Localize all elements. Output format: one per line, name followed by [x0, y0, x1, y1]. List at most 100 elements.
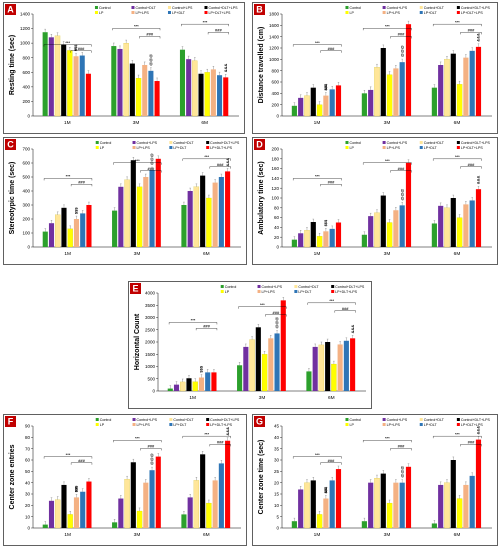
bar-g-s4-c2: [456, 498, 463, 529]
bar-f-s5-c2: [212, 480, 218, 528]
significance-bracket: [182, 158, 231, 161]
bar-a-s5-c2: [210, 69, 216, 116]
significance-bracket: [433, 436, 482, 439]
bar-b-s5-c1: [393, 68, 399, 116]
legend-swatch: [206, 141, 210, 144]
legend-entry: Control+DLT+LPS: [461, 418, 491, 422]
significance-marker: @@@: [149, 153, 154, 165]
bar-g-s3-c0: [310, 480, 316, 528]
significance-marker: ***: [65, 40, 70, 45]
y-tick-label: 1200: [20, 26, 31, 31]
significance-bracket: [293, 456, 342, 459]
significance-marker: $$$: [73, 44, 78, 51]
y-tick-label: 300: [22, 203, 30, 208]
y-tick-label: 0: [27, 245, 30, 250]
y-tick-label: 70: [25, 446, 31, 451]
bar-c-s6-c0: [80, 213, 86, 247]
y-tick-label: 160: [271, 166, 279, 171]
bar-b-s2-c2: [444, 59, 450, 117]
bar-d-s3-c2: [450, 198, 456, 247]
chart-b-svg: B Distance travelled (cm) 0 200 400 600 800 100…: [252, 2, 498, 134]
legend-entry: Control+DLT+LPS: [210, 141, 240, 145]
panel-b-distance-travelled: B Distance travelled (cm) 0 200 400 600 800 100…: [252, 2, 498, 134]
legend-entry: LP+LPS: [137, 146, 151, 150]
bar-g-s2-c1: [374, 478, 380, 529]
legend-swatch: [419, 418, 423, 421]
y-tick-label: 20: [274, 480, 280, 485]
legend-swatch: [382, 141, 386, 144]
legend-entry: LP+LPS: [387, 11, 401, 15]
bar-a-s1-c2: [186, 59, 192, 116]
bar-c-s4-c0: [67, 228, 73, 248]
legend-swatch: [132, 423, 136, 426]
x-category-label: 3M: [134, 532, 141, 538]
significance-bracket: [334, 310, 356, 313]
legend-swatch: [94, 11, 98, 14]
significance-bracket: [195, 328, 218, 331]
y-tick-label: 140: [271, 176, 279, 181]
significance-marker: ###: [328, 46, 335, 51]
legend-entry: Control+DLT: [173, 141, 194, 145]
x-category-label: 6M: [328, 395, 335, 401]
significance-bracket: [139, 36, 161, 39]
bar-c-s3-c1: [130, 160, 136, 247]
significance-bracket: [460, 166, 482, 169]
legend-entry: Control: [225, 285, 237, 289]
legend-entry: Control: [349, 418, 361, 422]
bar-b-s7-c2: [475, 46, 482, 116]
bar-g-s4-c0: [316, 514, 323, 529]
legend-swatch: [169, 423, 173, 426]
legend-swatch: [382, 423, 386, 426]
bar-a-s4-c1: [135, 78, 142, 117]
bar-a-s6-c2: [217, 75, 223, 116]
significance-bracket: [460, 32, 482, 35]
significance-marker: ###: [217, 162, 224, 167]
bar-g-s2-c2: [444, 482, 450, 529]
bar-f-s0-c0: [42, 524, 48, 528]
bar-c-s7-c1: [155, 158, 161, 247]
significance-bracket: [320, 462, 342, 465]
bar-c-s5-c1: [143, 177, 149, 247]
bar-c-s3-c2: [200, 175, 206, 247]
panel-c-stereotypic-time: C Stereotypic time (sec) 0 100 200 300 400 500 6…: [3, 137, 247, 265]
bar-a-s2-c2: [192, 60, 198, 117]
legend-swatch: [456, 146, 460, 149]
y-tick-label: 15: [274, 492, 280, 497]
y-tick-label: 30: [274, 458, 280, 463]
x-category-label: 1M: [314, 532, 321, 538]
significance-marker: &&&: [476, 33, 481, 42]
legend-entry: Control: [349, 6, 361, 10]
significance-marker: ###: [328, 179, 335, 184]
bar-b-s5-c0: [323, 95, 329, 116]
legend-swatch: [456, 6, 460, 9]
legend-swatch: [131, 6, 135, 9]
significance-marker: ###: [273, 310, 280, 315]
significance-marker: ###: [217, 440, 224, 445]
legend-swatch: [382, 6, 386, 9]
panel-letter-badge: [254, 4, 265, 15]
legend-swatch: [132, 418, 136, 421]
legend-swatch: [132, 141, 136, 144]
bar-e-s1-c1: [243, 346, 249, 391]
bar-a-s5-c1: [142, 65, 148, 116]
significance-bracket: [265, 314, 287, 317]
legend-swatch: [456, 423, 460, 426]
bar-f-s1-c0: [48, 500, 55, 528]
legend-entry: Control+LPS: [137, 418, 158, 422]
x-category-label: 3M: [259, 395, 266, 401]
legend-entry: LP+DLT: [424, 146, 438, 150]
significance-marker: ***: [455, 19, 460, 24]
y-tick-label: 3000: [145, 315, 156, 320]
y-axis-label: Center zone time (sec): [258, 440, 265, 515]
bar-g-s5-c0: [323, 498, 329, 528]
panel-letter: A: [7, 5, 14, 15]
bar-g-s1-c0: [298, 489, 304, 528]
significance-marker: ###: [468, 28, 475, 33]
bar-e-s2-c2: [318, 344, 325, 392]
bar-c-s5-c2: [212, 182, 218, 247]
significance-marker: ***: [315, 452, 320, 457]
legend-swatch: [294, 285, 298, 288]
significance-marker: ***: [455, 154, 460, 159]
legend-entry: LP: [349, 423, 354, 427]
